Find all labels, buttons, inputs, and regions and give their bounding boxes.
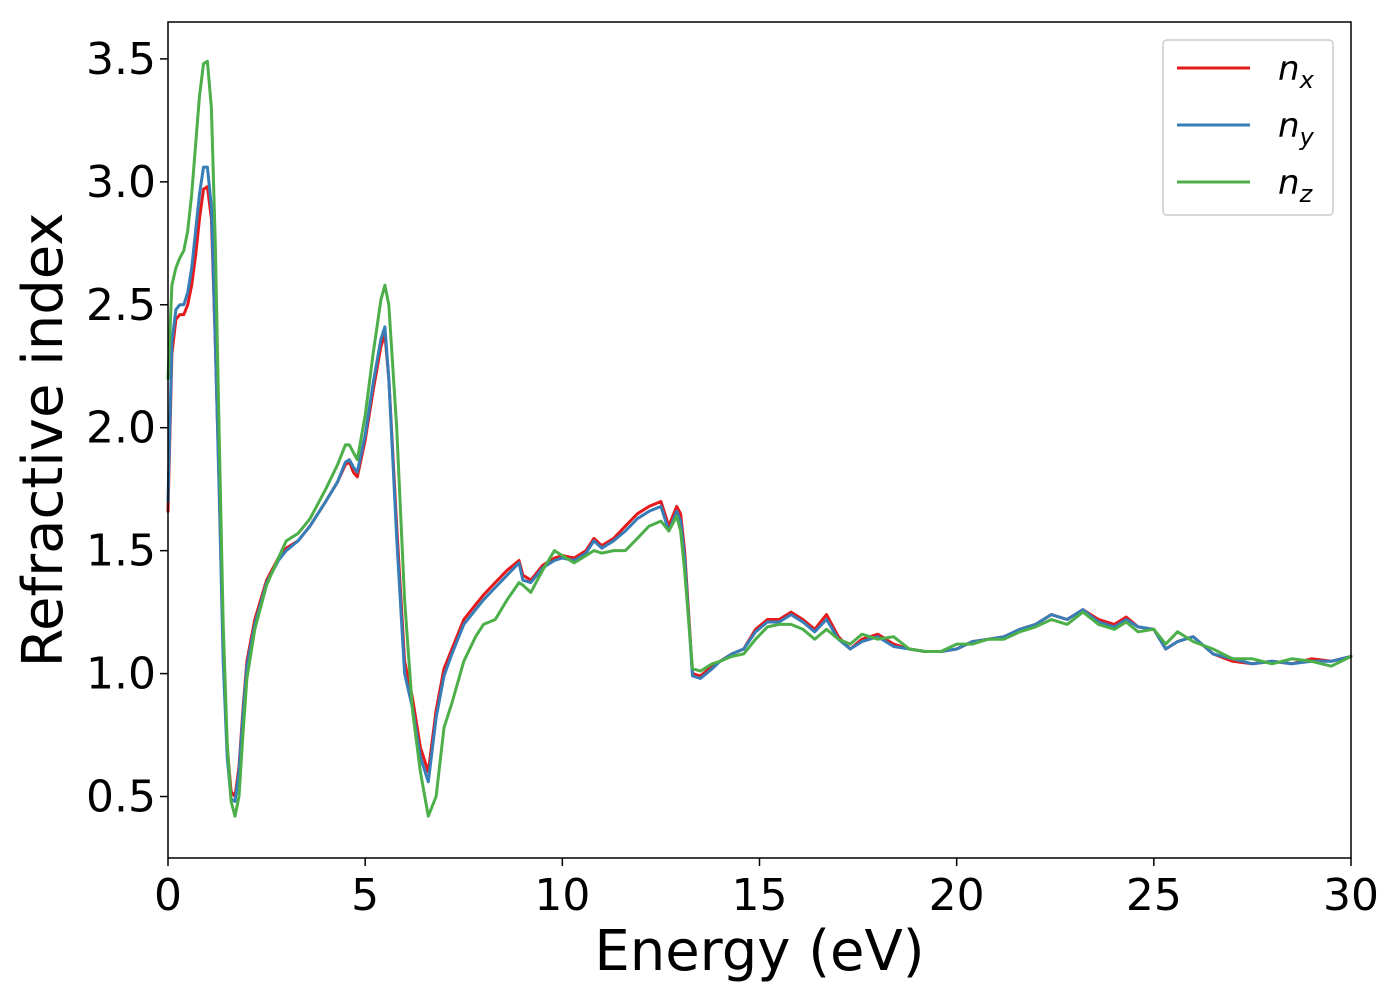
y-tick-label: 1.0: [86, 649, 156, 700]
legend-entry-nx: nx: [1278, 49, 1315, 94]
x-tick-label: 30: [1323, 870, 1379, 921]
legend-entry-nz: nz: [1278, 163, 1314, 208]
legend-entry-symbol: n: [1278, 49, 1300, 89]
legend-entry-symbol: n: [1278, 106, 1300, 146]
legend-entry-symbol: n: [1278, 163, 1300, 203]
x-tick-label: 15: [732, 870, 788, 921]
x-tick-label: 0: [154, 870, 182, 921]
legend-entry-subscript: z: [1299, 180, 1314, 208]
x-axis-label: Energy (eV): [594, 919, 924, 984]
x-tick-label: 5: [351, 870, 379, 921]
legend-entry-ny: ny: [1278, 106, 1315, 151]
legend-box: [1162, 39, 1334, 216]
y-tick-label: 2.5: [86, 280, 156, 331]
y-tick-label: 2.0: [86, 403, 156, 454]
y-tick-label: 3.0: [86, 157, 156, 208]
y-axis: 0.5 1.0 1.5 2.0 2.5 3.0 3.5: [86, 34, 168, 823]
y-tick-label: 0.5: [86, 772, 156, 823]
y-tick-label: 1.5: [86, 526, 156, 577]
y-axis-label: Refractive index: [11, 213, 76, 668]
x-tick-label: 20: [929, 870, 985, 921]
series-layer: [166, 59, 1353, 818]
series-line-nz: [166, 59, 1353, 818]
x-tick-label: 25: [1126, 870, 1182, 921]
x-axis: 0 5 10 15 20 25 30: [154, 858, 1379, 921]
legend-entry-subscript: y: [1299, 123, 1315, 151]
x-tick-label: 10: [534, 870, 590, 921]
legend-entry-subscript: x: [1299, 66, 1315, 94]
y-tick-label: 3.5: [86, 34, 156, 85]
